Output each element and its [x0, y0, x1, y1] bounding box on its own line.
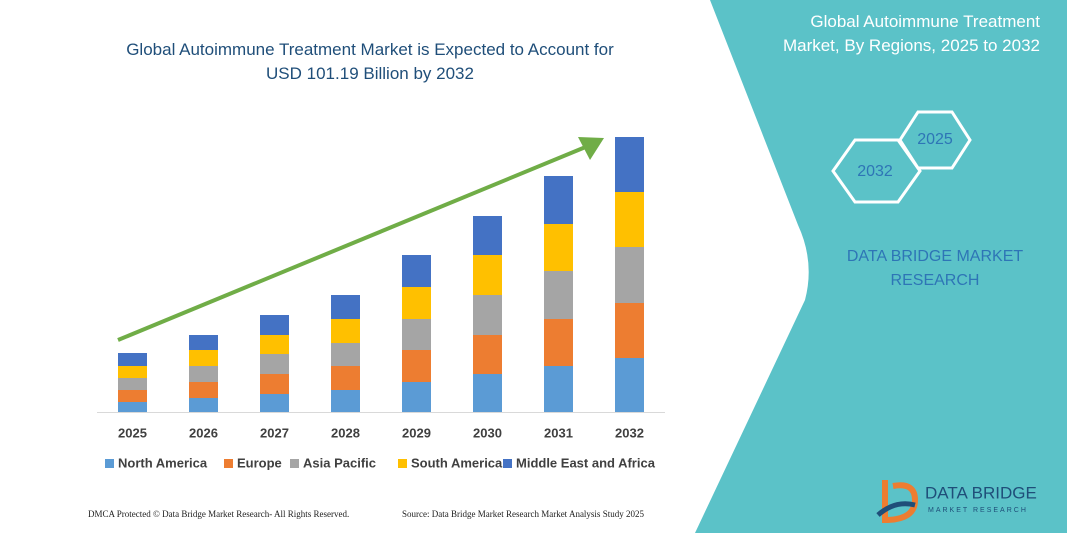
bar-segment: [189, 398, 218, 412]
bar-segment: [615, 137, 644, 192]
legend-label: Middle East and Africa: [516, 455, 656, 470]
bar-segment: [544, 271, 573, 319]
bar-segment: [402, 382, 431, 412]
hexagon: [831, 138, 922, 204]
hex-label: 2032: [857, 163, 893, 180]
x-tick-label: 2031: [544, 425, 573, 440]
legend-label: Europe: [237, 455, 282, 470]
bar-segment: [189, 350, 218, 366]
hex-label: 2025: [917, 131, 953, 148]
legend-swatch: [224, 459, 233, 468]
bar-segment: [331, 390, 360, 412]
bar-segment: [402, 287, 431, 319]
bar-segment: [544, 319, 573, 366]
bar-segment: [544, 176, 573, 224]
logo-name: DATA BRIDGE: [925, 483, 1037, 502]
bar-segment: [189, 366, 218, 382]
bar-segment: [544, 366, 573, 412]
chart-title: Global Autoimmune Treatment Market is Ex…: [126, 40, 614, 83]
side-panel: [695, 0, 1067, 533]
legend-label: Asia Pacific: [303, 455, 376, 470]
bar-segment: [402, 319, 431, 350]
bar-segment: [402, 255, 431, 287]
bar-segment: [402, 350, 431, 382]
bar-segment: [118, 353, 147, 366]
brand: DATA BRIDGE MARKET RESEARCH: [846, 248, 1024, 289]
logo-sub: MARKET RESEARCH: [928, 507, 1028, 514]
bar-segment: [260, 335, 289, 354]
panel-title: Global Autoimmune Treatment Market, By R…: [782, 12, 1040, 55]
bar-segment: [260, 315, 289, 335]
x-tick-label: 2029: [402, 425, 431, 440]
x-tick-label: 2030: [473, 425, 502, 440]
bar-segment: [473, 335, 502, 374]
legend-label: North America: [118, 455, 208, 470]
bar-segment: [118, 402, 147, 412]
x-tick-label: 2026: [189, 425, 218, 440]
bar-segment: [615, 358, 644, 412]
hexagon: [898, 110, 972, 170]
bar-segment: [189, 382, 218, 398]
bar-segment: [544, 224, 573, 271]
bar-segment: [473, 374, 502, 412]
bar-segment: [615, 247, 644, 303]
bar-segment: [473, 295, 502, 335]
bar-segment: [615, 303, 644, 358]
x-tick-label: 2027: [260, 425, 289, 440]
bar-segment: [118, 366, 147, 378]
bar-segment: [473, 216, 502, 255]
bar-segment: [473, 255, 502, 295]
x-tick-label: 2032: [615, 425, 644, 440]
logo-mark: [876, 501, 916, 517]
x-tick-label: 2025: [118, 425, 147, 440]
footer-left: DMCA Protected © Data Bridge Market Rese…: [88, 509, 349, 519]
legend-swatch: [290, 459, 299, 468]
legend-label: South America: [411, 455, 503, 470]
bar-segment: [331, 319, 360, 343]
bar-segment: [260, 394, 289, 412]
footer-right: Source: Data Bridge Market Research Mark…: [402, 509, 644, 519]
bar-segment: [189, 335, 218, 350]
bar-segment: [260, 354, 289, 374]
legend-swatch: [105, 459, 114, 468]
bar-segment: [331, 366, 360, 390]
trend-arrow: [117, 144, 589, 342]
legend-swatch: [398, 459, 407, 468]
bar-segment: [331, 295, 360, 319]
bar-segment: [118, 378, 147, 390]
logo-mark: [882, 480, 919, 524]
legend-swatch: [503, 459, 512, 468]
bar-segment: [260, 374, 289, 394]
x-tick-label: 2028: [331, 425, 360, 440]
arrow-head: [578, 137, 604, 160]
bar-segment: [331, 343, 360, 366]
plot: [118, 137, 644, 412]
bar-segment: [118, 390, 147, 402]
bar-segment: [615, 192, 644, 247]
